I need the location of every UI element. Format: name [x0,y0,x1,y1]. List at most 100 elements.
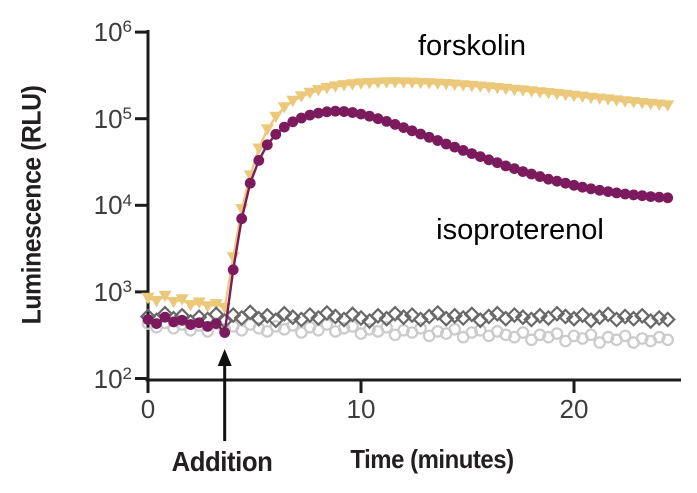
untreated-control-diamonds-marker [395,309,412,326]
untreated-control-diamonds-marker [250,310,267,327]
forskolin-marker [175,294,189,306]
untreated-control-circles-marker [584,328,598,342]
isoproterenol-marker [313,107,324,119]
addition-arrow-head [217,349,232,366]
isoproterenol-marker [628,189,639,201]
untreated-control-diamonds-marker [514,309,532,326]
untreated-control-circles-marker [533,328,547,342]
forskolin-marker [363,78,376,90]
isoproterenol-marker [568,179,580,191]
forskolin-marker [380,77,394,89]
untreated-control-circles-marker [516,326,530,339]
isoproterenol-marker [304,109,316,121]
isoproterenol-marker [219,327,231,338]
forskolin-marker [294,91,308,103]
forskolin-marker [303,87,317,100]
isoproterenol-marker [236,213,248,225]
isoproterenol-marker [594,184,605,196]
forskolin-marker [661,100,675,112]
isoproterenol-marker [355,108,367,120]
addition-arrow [217,349,232,441]
untreated-control-diamonds-marker [259,307,276,324]
untreated-control-diamonds-marker [659,311,676,328]
untreated-control-diamonds-marker [267,312,284,329]
untreated-control-diamonds-marker [599,306,617,323]
untreated-control-circles-marker [380,320,393,334]
isoproterenol-marker [653,191,665,203]
untreated-control-diamonds-marker [625,310,642,327]
untreated-control-diamonds-marker [463,306,480,323]
untreated-control-circles-marker [363,322,376,336]
untreated-control-diamonds-marker [412,311,429,328]
untreated-control-circles-marker [601,330,615,344]
untreated-control-circles-marker [661,333,674,347]
untreated-control-circles-marker [499,328,513,342]
untreated-control-diamonds-marker [591,309,608,326]
isoproterenol-marker [389,119,401,130]
x-tick-label: 20 [559,394,589,424]
isoproterenol-marker [244,177,256,189]
forskolin-marker [397,77,411,89]
isoproterenol-marker [406,125,418,137]
isoproterenol-marker [662,192,674,204]
y-tick-label: 104 [93,190,132,221]
isoproterenol-marker [381,116,392,127]
untreated-control-diamonds-marker [634,307,651,324]
isoproterenol-marker [585,183,597,195]
isoproterenol-marker [287,116,299,128]
x-tick-label: 10 [346,394,376,424]
untreated-control-diamonds-marker [489,305,506,322]
series-forskolin [141,77,675,315]
y-tick-label: 106 [93,17,132,48]
untreated-control-diamonds-marker [548,305,566,322]
untreated-control-circles-marker [465,326,479,339]
untreated-control-circles-marker [618,329,632,343]
isoproterenol-marker [296,112,307,124]
untreated-control-circles-marker [286,319,300,332]
isoproterenol-marker [168,316,180,328]
untreated-control-diamonds-marker [318,304,336,322]
isoproterenol-marker [517,166,529,178]
forskolin-marker [269,111,283,124]
isoproterenol-marker [202,321,214,332]
isoproterenol-marker [543,173,554,185]
isoproterenol-marker [560,177,571,189]
isoproterenol-marker [193,317,205,329]
isoproterenol-marker [185,319,197,330]
forskolin-marker [141,292,155,305]
isoproterenol-marker [645,191,657,203]
isoproterenol-marker [321,106,333,118]
isoproterenol-marker [415,128,426,140]
isoproterenol-marker [500,160,512,172]
x-tick-label: 0 [140,394,156,424]
untreated-control-diamonds-marker [403,306,421,324]
isoproterenol-marker [338,106,350,117]
isoproterenol-marker [330,105,341,117]
isoproterenol-marker [449,141,461,153]
untreated-control-diamonds-marker [438,310,455,327]
untreated-control-circles-marker [652,330,666,344]
untreated-control-diamonds-marker [225,306,242,324]
isoproterenol-marker [261,139,273,151]
forskolin-marker [201,301,215,313]
untreated-control-diamonds-marker [446,307,463,324]
forskolin-marker [346,79,359,91]
untreated-control-diamonds-marker [480,308,497,325]
isoproterenol-marker [176,314,188,326]
untreated-control-diamonds-marker [284,309,301,326]
untreated-control-circles-marker [431,325,444,338]
y-axis-title: Luminescence (RLU) [16,85,47,325]
untreated-control-diamonds-marker [352,309,370,327]
forskolin-series-label: forskolin [418,30,526,62]
forskolin-marker [158,290,172,303]
isoproterenol-marker [432,135,444,146]
isoproterenol-marker [491,157,503,169]
untreated-control-circles-marker [593,336,606,349]
isoproterenol-marker [227,264,239,276]
isoproterenol-marker [551,175,563,187]
untreated-control-diamonds-marker [276,305,293,322]
forskolin-marker [354,78,368,90]
untreated-control-diamonds-marker [531,307,549,324]
